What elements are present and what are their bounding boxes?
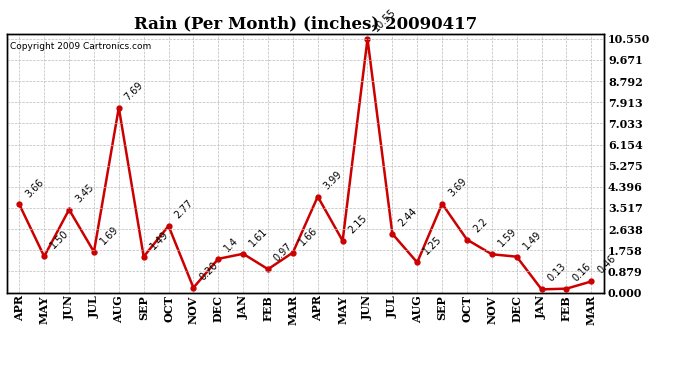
Text: 2.2: 2.2 xyxy=(471,216,489,234)
Text: 0.13: 0.13 xyxy=(546,262,568,284)
Text: 3.45: 3.45 xyxy=(73,182,95,204)
Text: 1.59: 1.59 xyxy=(496,226,518,249)
Text: 10.55: 10.55 xyxy=(372,7,398,33)
Text: 1.49: 1.49 xyxy=(521,229,543,251)
Text: 2.77: 2.77 xyxy=(172,198,195,220)
Text: 0.20: 0.20 xyxy=(197,260,220,282)
Text: 2.15: 2.15 xyxy=(347,213,369,235)
Text: 0.16: 0.16 xyxy=(571,261,593,283)
Text: 1.61: 1.61 xyxy=(247,226,270,248)
Text: 3.66: 3.66 xyxy=(23,177,46,199)
Text: 1.66: 1.66 xyxy=(297,225,319,247)
Text: 3.69: 3.69 xyxy=(446,176,469,198)
Text: 7.69: 7.69 xyxy=(123,80,146,102)
Text: 1.69: 1.69 xyxy=(98,224,120,246)
Text: 0.46: 0.46 xyxy=(595,254,618,276)
Text: Copyright 2009 Cartronics.com: Copyright 2009 Cartronics.com xyxy=(10,42,151,51)
Text: 3.99: 3.99 xyxy=(322,169,344,191)
Text: 1.49: 1.49 xyxy=(148,229,170,251)
Text: 1.25: 1.25 xyxy=(422,234,444,257)
Text: 1.50: 1.50 xyxy=(48,229,70,251)
Text: 0.97: 0.97 xyxy=(272,242,295,264)
Text: 2.44: 2.44 xyxy=(397,206,419,228)
Text: 1.4: 1.4 xyxy=(222,236,240,253)
Title: Rain (Per Month) (inches) 20090417: Rain (Per Month) (inches) 20090417 xyxy=(134,15,477,32)
